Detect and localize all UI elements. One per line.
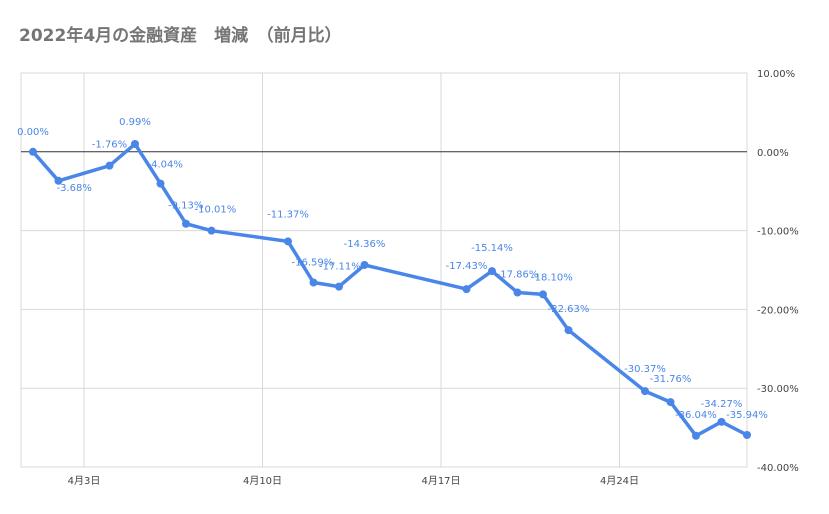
chart-title: 2022年4月の金融資産 増減 （前月比）: [19, 26, 342, 46]
data-label: -36.04%: [675, 410, 717, 421]
data-point: [462, 285, 471, 294]
data-label: -14.36%: [344, 239, 386, 250]
data-point: [182, 219, 190, 228]
x-tick-label: 4月10日: [243, 475, 282, 487]
data-point: [284, 237, 292, 246]
data-point: [564, 326, 573, 335]
data-label: -34.27%: [701, 399, 743, 410]
series-group: [31, 142, 749, 438]
y-tick-label: -10.00%: [757, 227, 799, 238]
y-tick-label: -30.00%: [757, 384, 799, 395]
data-point: [156, 179, 165, 188]
x-tick-label: 4月24日: [600, 475, 639, 487]
data-point: [717, 417, 726, 426]
data-label: -3.68%: [57, 183, 92, 194]
data-point: [335, 282, 343, 291]
data-point: [360, 260, 369, 269]
data-point: [539, 290, 547, 299]
data-label: -17.11%: [319, 262, 361, 273]
data-label: -17.86%: [497, 270, 539, 281]
data-label: -10.01%: [195, 205, 237, 216]
data-label: -4.04%: [148, 160, 183, 171]
data-point: [488, 267, 496, 276]
data-label: -30.37%: [624, 364, 666, 375]
data-label: -1.76%: [92, 140, 127, 151]
data-point: [105, 161, 114, 170]
gridlines: [20, 72, 748, 468]
data-point: [692, 431, 700, 440]
data-label: -31.76%: [650, 374, 692, 385]
y-axis-ticks: 10.00% 0.00% -10.00% -20.00% -30.00% -40.00%: [757, 69, 799, 474]
y-tick-label: -40.00%: [757, 463, 799, 474]
data-point: [207, 226, 216, 235]
series-line: [31, 142, 749, 438]
x-tick-label: 4月3日: [68, 475, 101, 487]
data-label: -17.43%: [446, 261, 488, 272]
data-label: -22.63%: [548, 304, 590, 315]
data-point: [131, 139, 139, 148]
data-label: -35.94%: [726, 410, 768, 421]
y-tick-label: 10.00%: [757, 69, 795, 80]
data-point: [743, 431, 751, 440]
data-label: -15.14%: [471, 243, 513, 254]
data-label: 0.00%: [17, 127, 49, 138]
data-point: [309, 278, 318, 287]
x-axis-ticks: 4月3日 4月10日 4月17日 4月24日: [68, 475, 639, 487]
data-label: -18.10%: [531, 272, 573, 283]
data-point: [513, 288, 522, 297]
data-point: [641, 387, 649, 396]
data-label: -16.59%: [292, 258, 334, 269]
data-point: [29, 147, 37, 156]
y-tick-label: 0.00%: [757, 148, 789, 159]
data-label: -11.37%: [267, 209, 309, 220]
data-point: [54, 176, 63, 185]
y-tick-label: -20.00%: [757, 305, 799, 316]
data-label: 0.99%: [119, 117, 151, 128]
data-points: [29, 139, 751, 440]
data-label: -9.13%: [168, 201, 203, 212]
data-labels: 0.00% -3.68% -1.76% 0.99% -4.04% -9.13%-10.01…: [17, 117, 768, 421]
x-tick-label: 4月17日: [421, 475, 460, 487]
data-point: [666, 398, 675, 407]
